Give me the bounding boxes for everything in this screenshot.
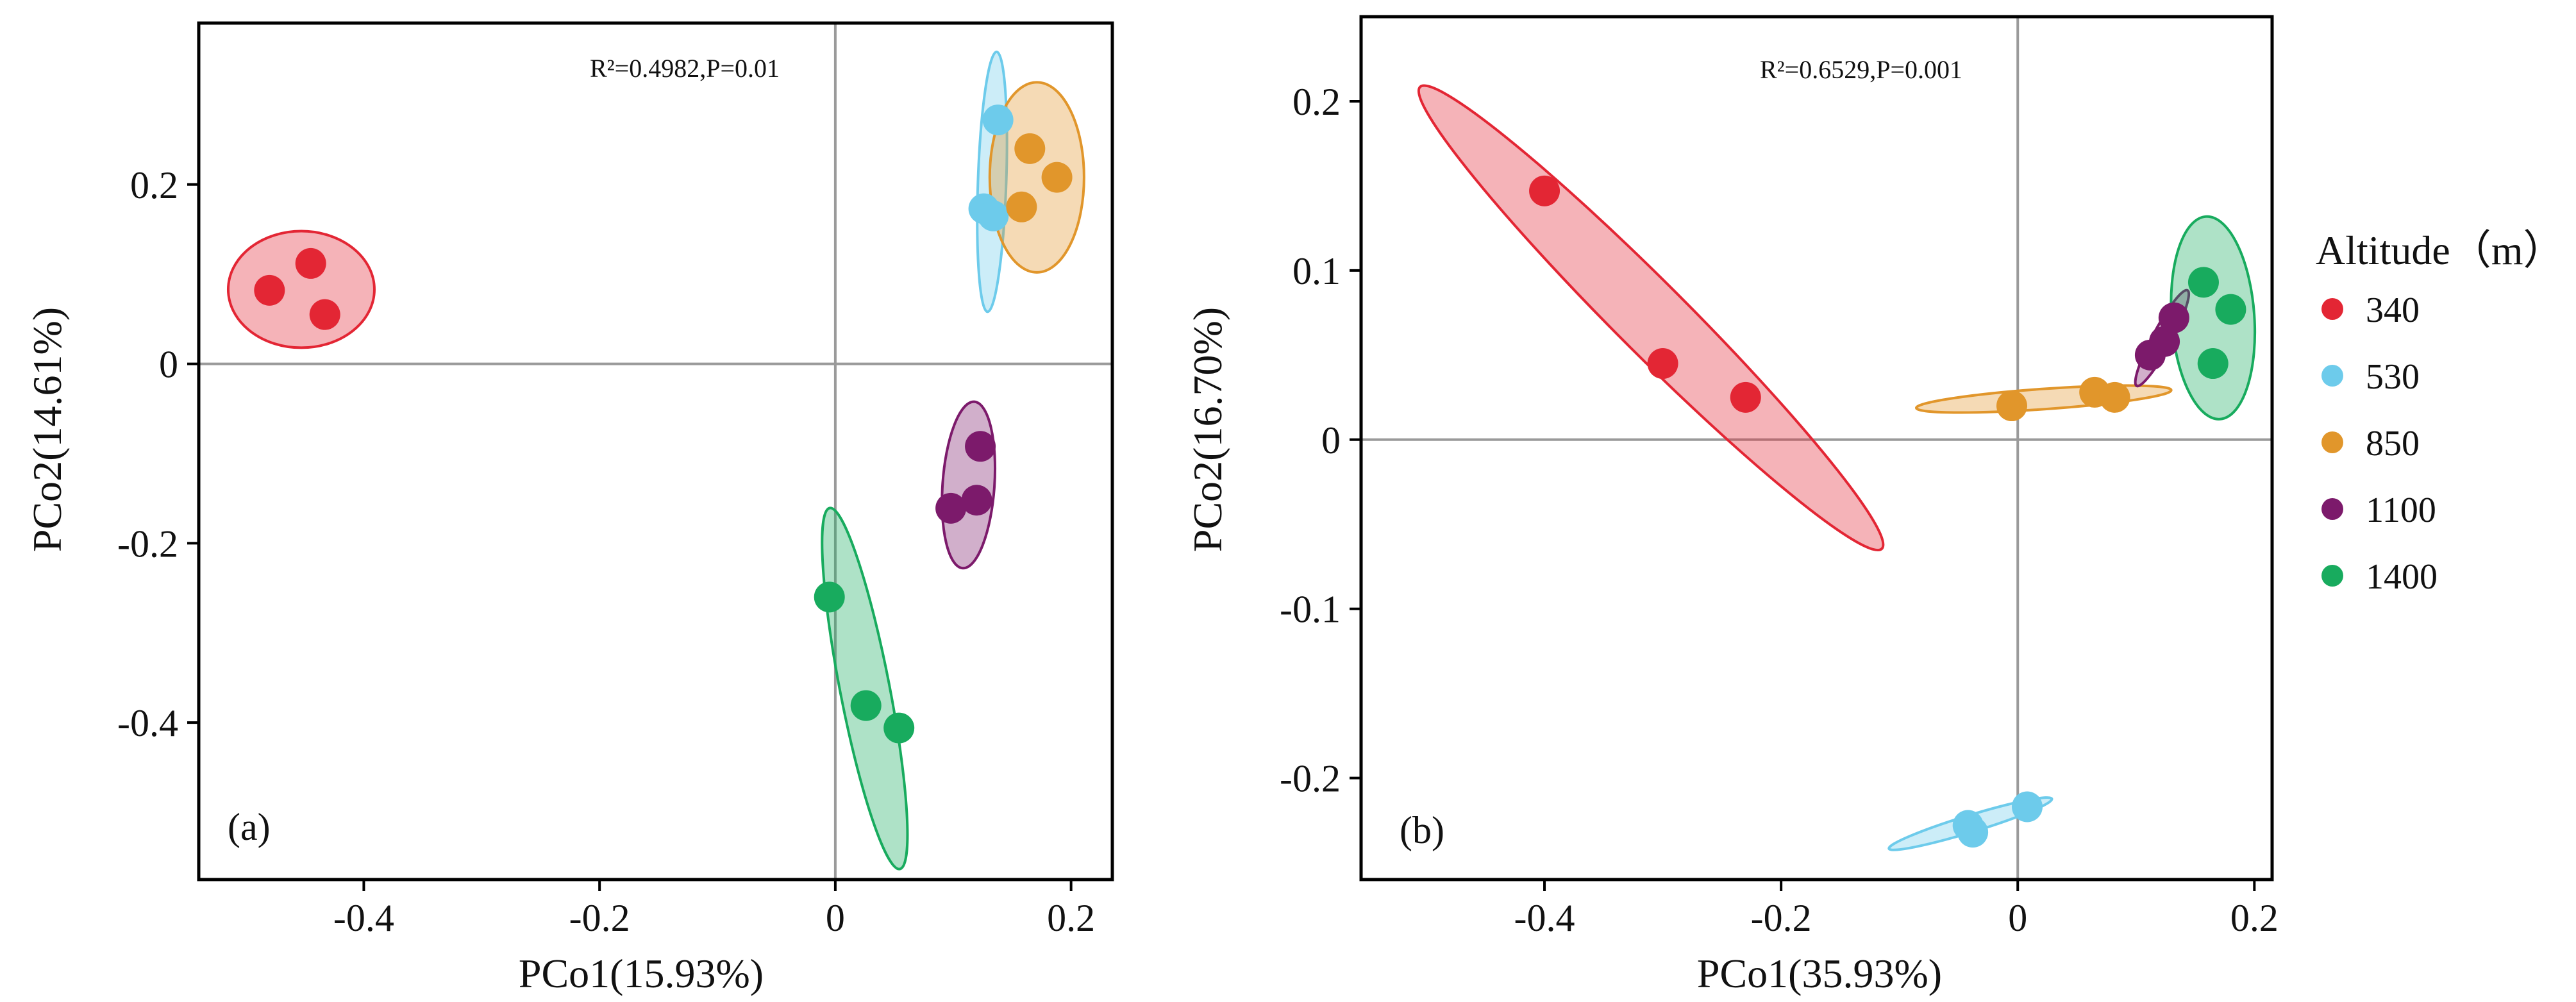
panel-b-stat-text: R²=0.6529,P=0.001 bbox=[1760, 55, 1962, 84]
panel-b-label: (b) bbox=[1400, 809, 1444, 851]
panel-a-x-axis-title: PCo1(15.93%) bbox=[519, 951, 764, 996]
panel-b-x-tick-label: -0.4 bbox=[1514, 897, 1575, 939]
panel-a-y-tick-label: 0.2 bbox=[130, 164, 178, 206]
legend-label-530: 530 bbox=[2366, 357, 2420, 397]
panel-a-y-tick-label: -0.4 bbox=[117, 702, 178, 744]
panel-a-point-1400-1 bbox=[814, 581, 845, 613]
panel-a-ellipse-850 bbox=[988, 81, 1085, 274]
legend-swatch-1400 bbox=[2321, 565, 2343, 587]
panel-b-y-axis-title: PCo2(16.70%) bbox=[1185, 307, 1230, 552]
panel-a-point-1100-3 bbox=[935, 492, 967, 524]
panel-b-point-1100-2 bbox=[2149, 326, 2180, 357]
panel-b-point-1400-2 bbox=[2215, 294, 2246, 325]
panel-a-point-340-1 bbox=[254, 274, 285, 306]
panel-a-ellipse-1100 bbox=[941, 400, 997, 570]
panel-a-point-1400-2 bbox=[850, 690, 882, 721]
panel-a-label: (a) bbox=[228, 806, 271, 848]
panel-b-y-tick-label: 0 bbox=[1321, 419, 1341, 462]
panel-a-x-tick-label: 0 bbox=[826, 897, 845, 939]
panel-a-ellipse-1400 bbox=[821, 506, 909, 871]
panel-b-x-tick-label: 0 bbox=[2008, 897, 2027, 939]
panel-b-frame bbox=[1359, 15, 2274, 881]
panel-b-point-340-3 bbox=[1730, 381, 1761, 413]
legend-swatch-530 bbox=[2321, 365, 2343, 387]
panel-b-x-tick-label: -0.2 bbox=[1751, 897, 1812, 939]
panel-a-point-1100-1 bbox=[965, 431, 996, 462]
panel-a-point-340-3 bbox=[309, 299, 340, 330]
panel-b-y-tick-label: 0.1 bbox=[1292, 250, 1341, 292]
panel-a-x-tick-label: -0.2 bbox=[569, 897, 630, 939]
legend-swatch-850 bbox=[2321, 431, 2343, 453]
panel-a-stat-text: R²=0.4982,P=0.01 bbox=[590, 54, 780, 83]
panel-b-point-850-3 bbox=[2099, 381, 2130, 413]
panel-a-point-1100-2 bbox=[961, 485, 992, 516]
panel-b-point-340-1 bbox=[1529, 175, 1560, 206]
legend-swatch-1100 bbox=[2321, 498, 2343, 520]
panel-a-point-850-1 bbox=[1014, 133, 1046, 164]
panel-b: R²=0.6529,P=0.001 (b) PCo1(35.93%) PCo2(… bbox=[1185, 15, 2279, 996]
panel-b-y-tick-label: -0.2 bbox=[1280, 758, 1341, 800]
panel-a: R²=0.4982,P=0.01 (a) PCo1(15.93%) PCo2(1… bbox=[24, 21, 1114, 996]
panel-b-point-530-2 bbox=[1957, 817, 1989, 848]
panel-b-point-850-1 bbox=[1996, 390, 2027, 422]
panel-b-point-1100-3 bbox=[2158, 302, 2189, 333]
panel-a-point-850-2 bbox=[1041, 162, 1073, 193]
panel-b-x-axis-title: PCo1(35.93%) bbox=[1697, 951, 1942, 996]
legend-title: Altitude（m） bbox=[2316, 228, 2564, 273]
panel-a-point-530-3 bbox=[978, 200, 1009, 231]
panel-a-point-340-2 bbox=[295, 247, 326, 279]
panel-b-y-tick-label: -0.1 bbox=[1280, 589, 1341, 631]
panel-b-point-340-2 bbox=[1647, 348, 1678, 380]
panel-a-frame bbox=[197, 21, 1114, 881]
panel-b-x-tick-label: 0.2 bbox=[2230, 897, 2279, 939]
panel-b-y-tick-label: 0.2 bbox=[1292, 81, 1341, 123]
panel-b-ellipse-340 bbox=[1417, 84, 1885, 552]
panel-a-x-tick-label: 0.2 bbox=[1047, 897, 1095, 939]
legend-label-340: 340 bbox=[2366, 290, 2420, 330]
panel-a-x-tick-label: -0.4 bbox=[333, 897, 394, 939]
legend-label-850: 850 bbox=[2366, 424, 2420, 463]
panel-a-y-tick-label: -0.2 bbox=[117, 522, 178, 565]
panel-b-point-530-3 bbox=[2011, 791, 2043, 822]
panel-a-y-tick-label: 0 bbox=[159, 344, 178, 386]
panel-a-point-1400-3 bbox=[883, 712, 915, 744]
panel-a-y-axis-title: PCo2(14.61%) bbox=[24, 307, 70, 552]
legend-label-1400: 1400 bbox=[2366, 557, 2438, 597]
panel-a-point-530-1 bbox=[982, 104, 1014, 136]
panel-b-point-1400-3 bbox=[2197, 348, 2229, 380]
legend: Altitude（m） 340 530 850 1100 1400 bbox=[2316, 228, 2564, 597]
panel-b-ellipse-850 bbox=[1915, 384, 2173, 414]
panel-a-ellipse-340 bbox=[226, 230, 376, 349]
legend-label-1100: 1100 bbox=[2366, 490, 2436, 530]
panel-a-point-850-3 bbox=[1006, 191, 1037, 222]
legend-swatch-340 bbox=[2321, 298, 2343, 320]
panel-b-point-1400-1 bbox=[2187, 267, 2219, 298]
